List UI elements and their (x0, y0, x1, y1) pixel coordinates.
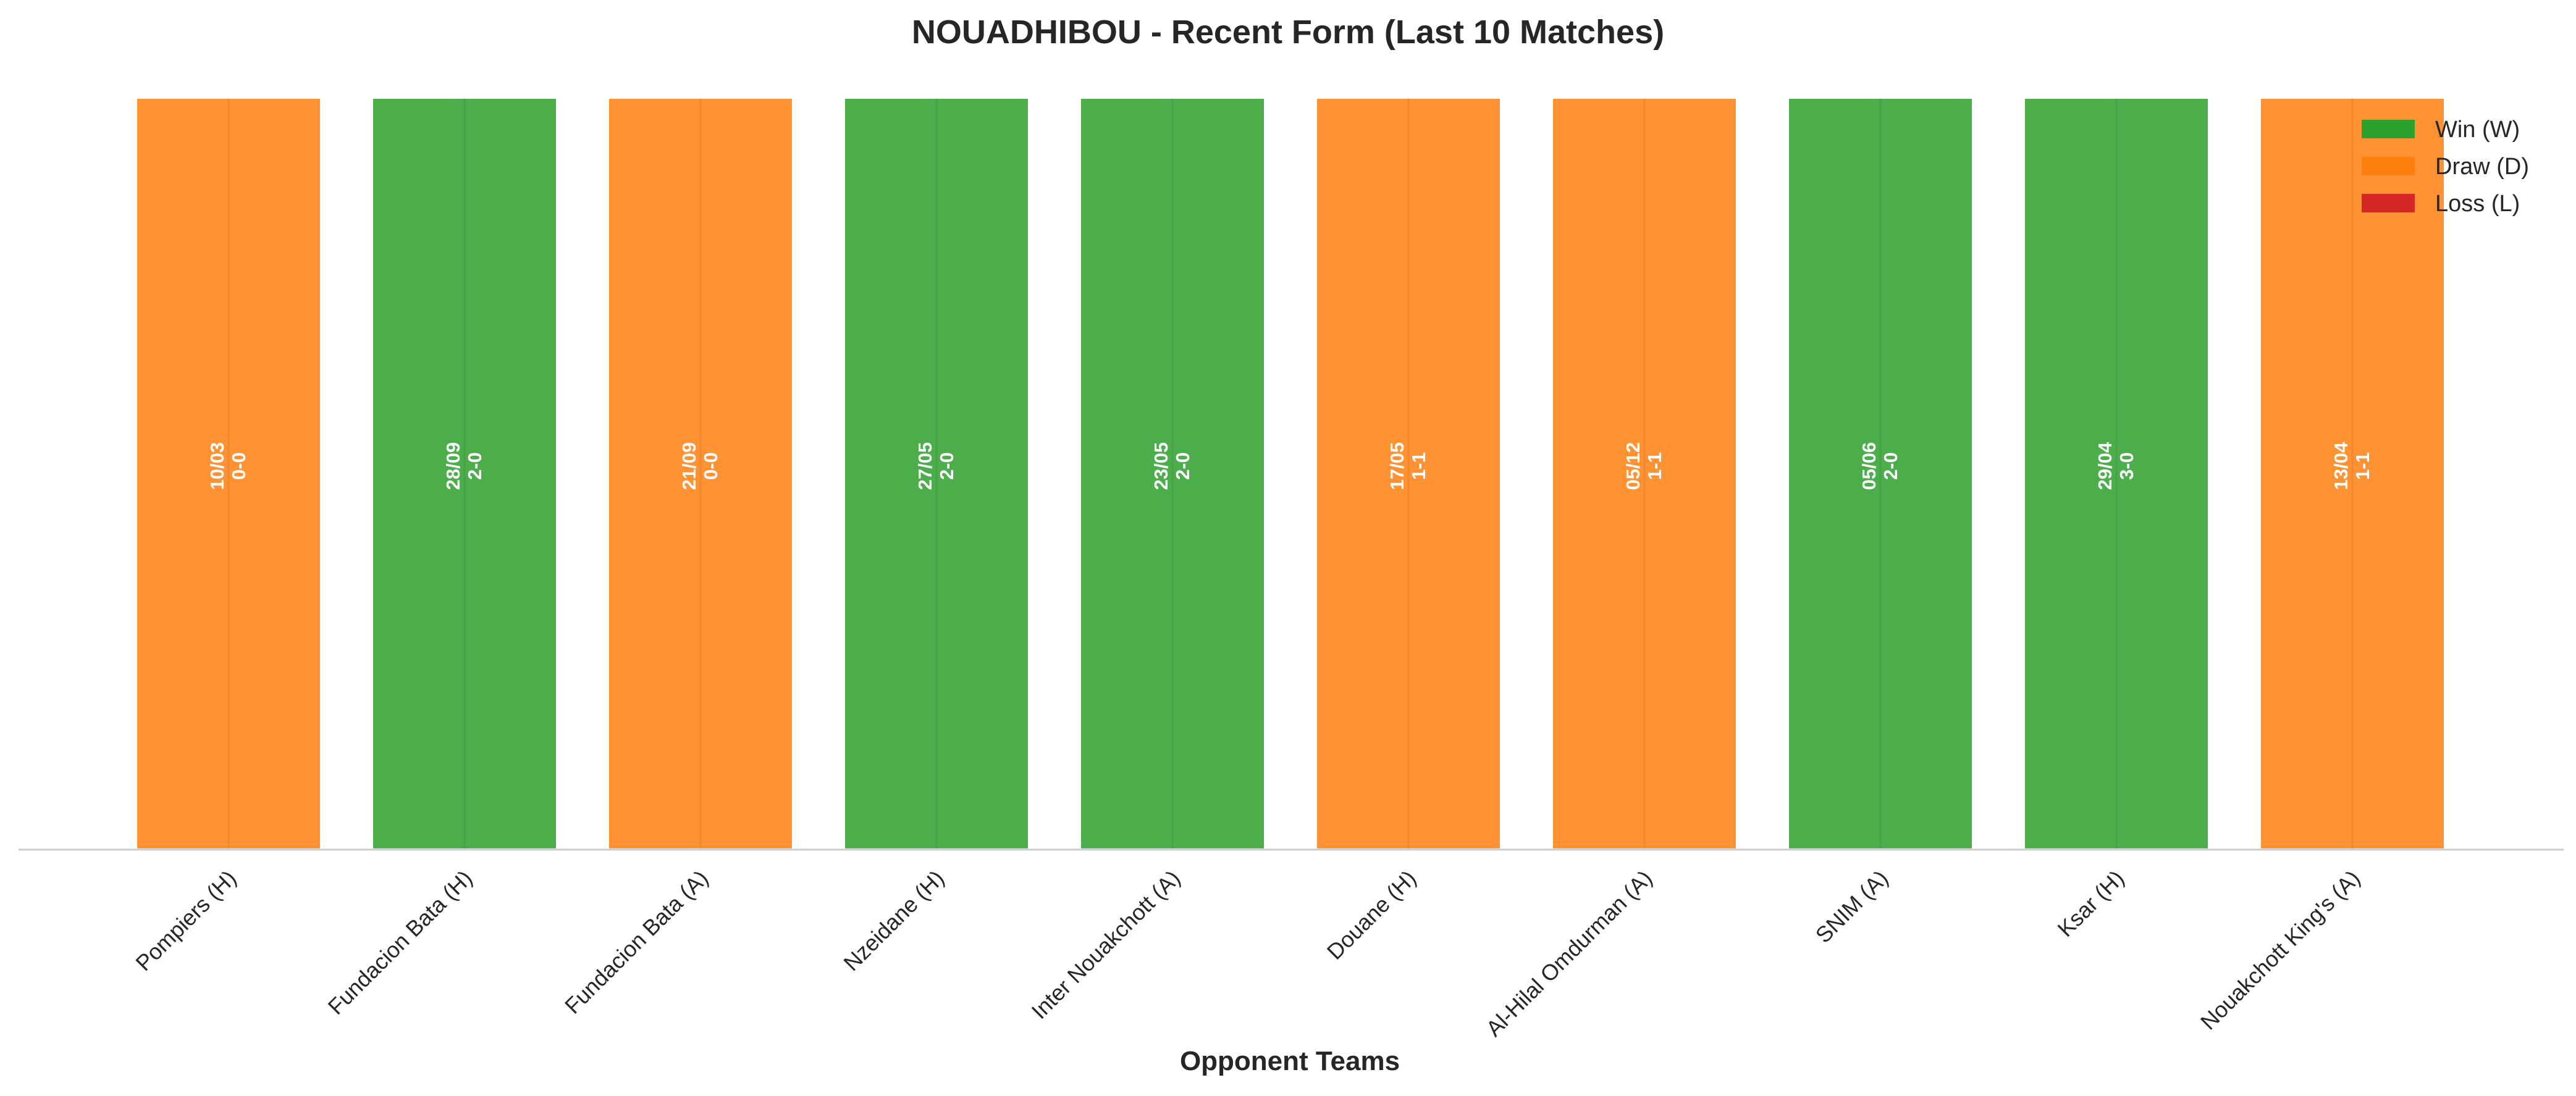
bar-10 (2258, 96, 2446, 851)
x-tick-label-3: Fundacion Bata (A) (560, 865, 713, 1018)
legend: Win (W) Draw (D) Loss (L) (2362, 117, 2529, 217)
bar-3 (607, 96, 794, 851)
x-tick-label-8: SNIM (A) (1811, 865, 1893, 948)
x-tick-label-4: Nzeidane (H) (838, 865, 949, 976)
x-tick-label-9: Ksar (H) (2053, 865, 2129, 942)
bar-2-label: 28/092-0 (442, 442, 486, 490)
x-tick-labels: Pompiers (H) Fundacion Bata (H) Fundacion … (130, 865, 2365, 1041)
bar-7-label: 05/121-1 (1622, 442, 1665, 490)
bar-8-label: 05/062-0 (1858, 442, 1901, 490)
x-axis-label: Opponent Teams (1180, 1046, 1400, 1076)
bar-3-label: 21/090-0 (678, 442, 722, 490)
bar-1-label: 10/030-0 (206, 442, 250, 490)
bar-2 (371, 96, 558, 851)
bar-4-label: 27/052-0 (914, 442, 958, 490)
bar-10-label: 13/041-1 (2330, 441, 2373, 490)
x-tick-label-7: Al-Hilal Omdurman (A) (1481, 865, 1657, 1041)
bar-6 (1315, 96, 1502, 851)
bars-layer: 10/030-0 28/092-0 21/090-0 27/052-0 23/052-0… (135, 96, 2446, 851)
bar-5-label: 23/052-0 (1150, 442, 1193, 490)
legend-swatch-l (2362, 194, 2415, 212)
x-tick-label-1: Pompiers (H) (130, 865, 241, 976)
bar-4 (843, 96, 1030, 851)
bar-5 (1079, 96, 1266, 851)
x-tick-label-2: Fundacion Bata (H) (323, 865, 478, 1019)
legend-swatch-d (2362, 157, 2415, 175)
bar-9-label: 29/043-0 (2094, 441, 2137, 490)
legend-swatch-w (2362, 120, 2415, 138)
bar-7 (1551, 96, 1738, 851)
bar-6-label: 17/051-1 (1386, 442, 1429, 490)
legend-label-l: Loss (L) (2435, 191, 2520, 217)
x-tick-label-10: Nouakchott King's (A) (2195, 865, 2365, 1034)
x-tick-label-6: Douane (H) (1322, 865, 1421, 964)
bar-1 (135, 96, 322, 851)
x-tick-label-5: Inter Nouakchott (A) (1027, 865, 1185, 1024)
chart-title: NOUADHIBOU - Recent Form (Last 10 Matche… (912, 14, 1664, 51)
legend-label-d: Draw (D) (2435, 154, 2529, 180)
legend-label-w: Win (W) (2435, 117, 2520, 143)
